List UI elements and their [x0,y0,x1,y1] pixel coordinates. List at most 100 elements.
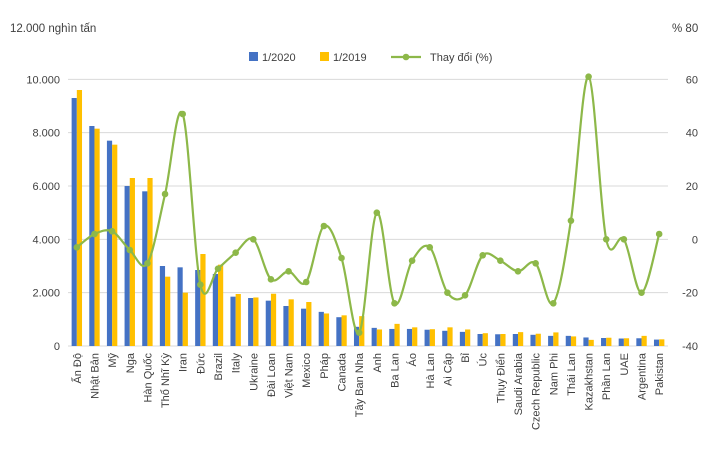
bar-2019 [623,338,630,346]
left-tick-label: 8.000 [32,128,60,140]
right-tick-label: -20 [682,288,698,300]
bar-2019 [200,254,206,346]
change-point [302,278,310,286]
change-line [76,75,661,335]
bar-2019 [323,313,330,346]
change-point [426,244,434,251]
category-label: Nhật Bản [89,353,101,399]
bar-2019 [112,144,118,346]
bar-2020 [424,329,430,346]
category-label: Argentina [637,352,649,400]
right-tick-label: 0 [692,234,698,246]
bar-2020 [353,326,360,346]
category-label: Iran [178,353,190,372]
change-point [320,222,328,230]
bar-2020 [124,186,130,346]
category-label: Nam Phi [548,353,560,395]
bar-2019 [641,335,647,346]
category-label: Thụy Điển [495,353,507,403]
category-label: Việt Nam [284,353,296,398]
change-point [232,249,239,256]
bar-2020 [406,328,413,346]
right-tick-label: -40 [682,341,698,353]
change-point [620,236,628,243]
category-label: Nga [125,352,137,373]
change-point [567,217,575,224]
category-labels: Ấn Độ Nhật Bản Mỹ Nga Hàn Quốc Thổ Nhĩ Kỳ Iran… [71,352,666,430]
bar-2019 [288,299,294,346]
bar-2020 [477,334,483,346]
change-point [655,230,663,238]
category-label: Úc [477,353,490,367]
legend-label-change: Thay đổi (%) [430,52,492,64]
change-point [532,260,539,267]
change-point [214,265,222,272]
change-point [497,257,504,264]
change-point [461,292,469,299]
change-line-series [73,73,663,336]
bar-2019 [270,293,277,346]
bar-2019 [570,336,577,346]
bar-2020 [565,335,571,346]
bar-2020 [636,338,642,346]
bar-2020 [248,298,254,346]
category-label: Tây Ban Nha [354,352,366,417]
change-point [267,276,275,283]
right-tick-label: 40 [686,128,698,140]
category-label: Phần Lan [601,353,613,400]
gridlines [68,78,668,347]
bar-2020 [459,331,466,346]
category-label: Italy [231,353,243,374]
category-label: UAE [619,353,631,376]
left-tick-label: 6.000 [32,181,60,193]
bar-2019 [588,339,594,346]
bar-2019 [94,128,100,346]
bar-2020 [318,311,324,346]
change-point [108,228,116,235]
bar-2020 [283,306,289,346]
left-axis-ticks: 0 2.000 4.000 6.000 8.000 10.000 [26,74,60,353]
bar-2019 [447,327,453,346]
left-tick-label: 4.000 [32,234,60,246]
bar-2020 [371,327,377,346]
bar-2019 [394,323,400,346]
bar-2020 [265,300,271,346]
bar-2020 [336,317,342,346]
bar-2020 [530,334,536,346]
change-point [197,281,204,288]
bar-2020 [512,334,518,346]
bar-2020 [301,308,307,346]
bar-2020 [177,267,183,346]
change-point [444,289,451,296]
bar-2020 [71,98,77,346]
left-tick-label: 10.000 [26,74,60,86]
legend-label-2020: 1/2020 [262,52,296,64]
change-point [391,300,398,307]
category-label: Bỉ [460,352,472,362]
legend-marker [402,53,410,61]
bar-2019 [606,337,612,346]
bar-2019 [553,332,559,346]
legend: 1/2020 1/2019 Thay đổi (%) [249,52,492,64]
bar-2020 [389,328,395,346]
bar-2020 [548,335,554,346]
category-label: Thái Lan [566,353,578,396]
left-tick-label: 0 [54,341,60,353]
bar-2019 [129,178,135,346]
category-label: Mexico [301,353,313,388]
bar-2019 [535,333,541,346]
bar-2019 [76,90,83,346]
category-label: Mỹ [107,353,119,368]
change-point [602,236,610,243]
left-unit-label: 12.000 nghìn tấn [10,23,96,35]
bar-2020 [618,338,624,346]
bar-series [71,90,665,346]
change-point [373,209,381,216]
bar-2020 [142,191,148,346]
category-label: Ai Cập [442,353,454,386]
change-point [338,254,345,262]
bar-2019 [341,315,347,346]
bar-2019 [659,339,665,346]
change-point [161,190,169,198]
category-label: Đài Loan [266,353,278,397]
